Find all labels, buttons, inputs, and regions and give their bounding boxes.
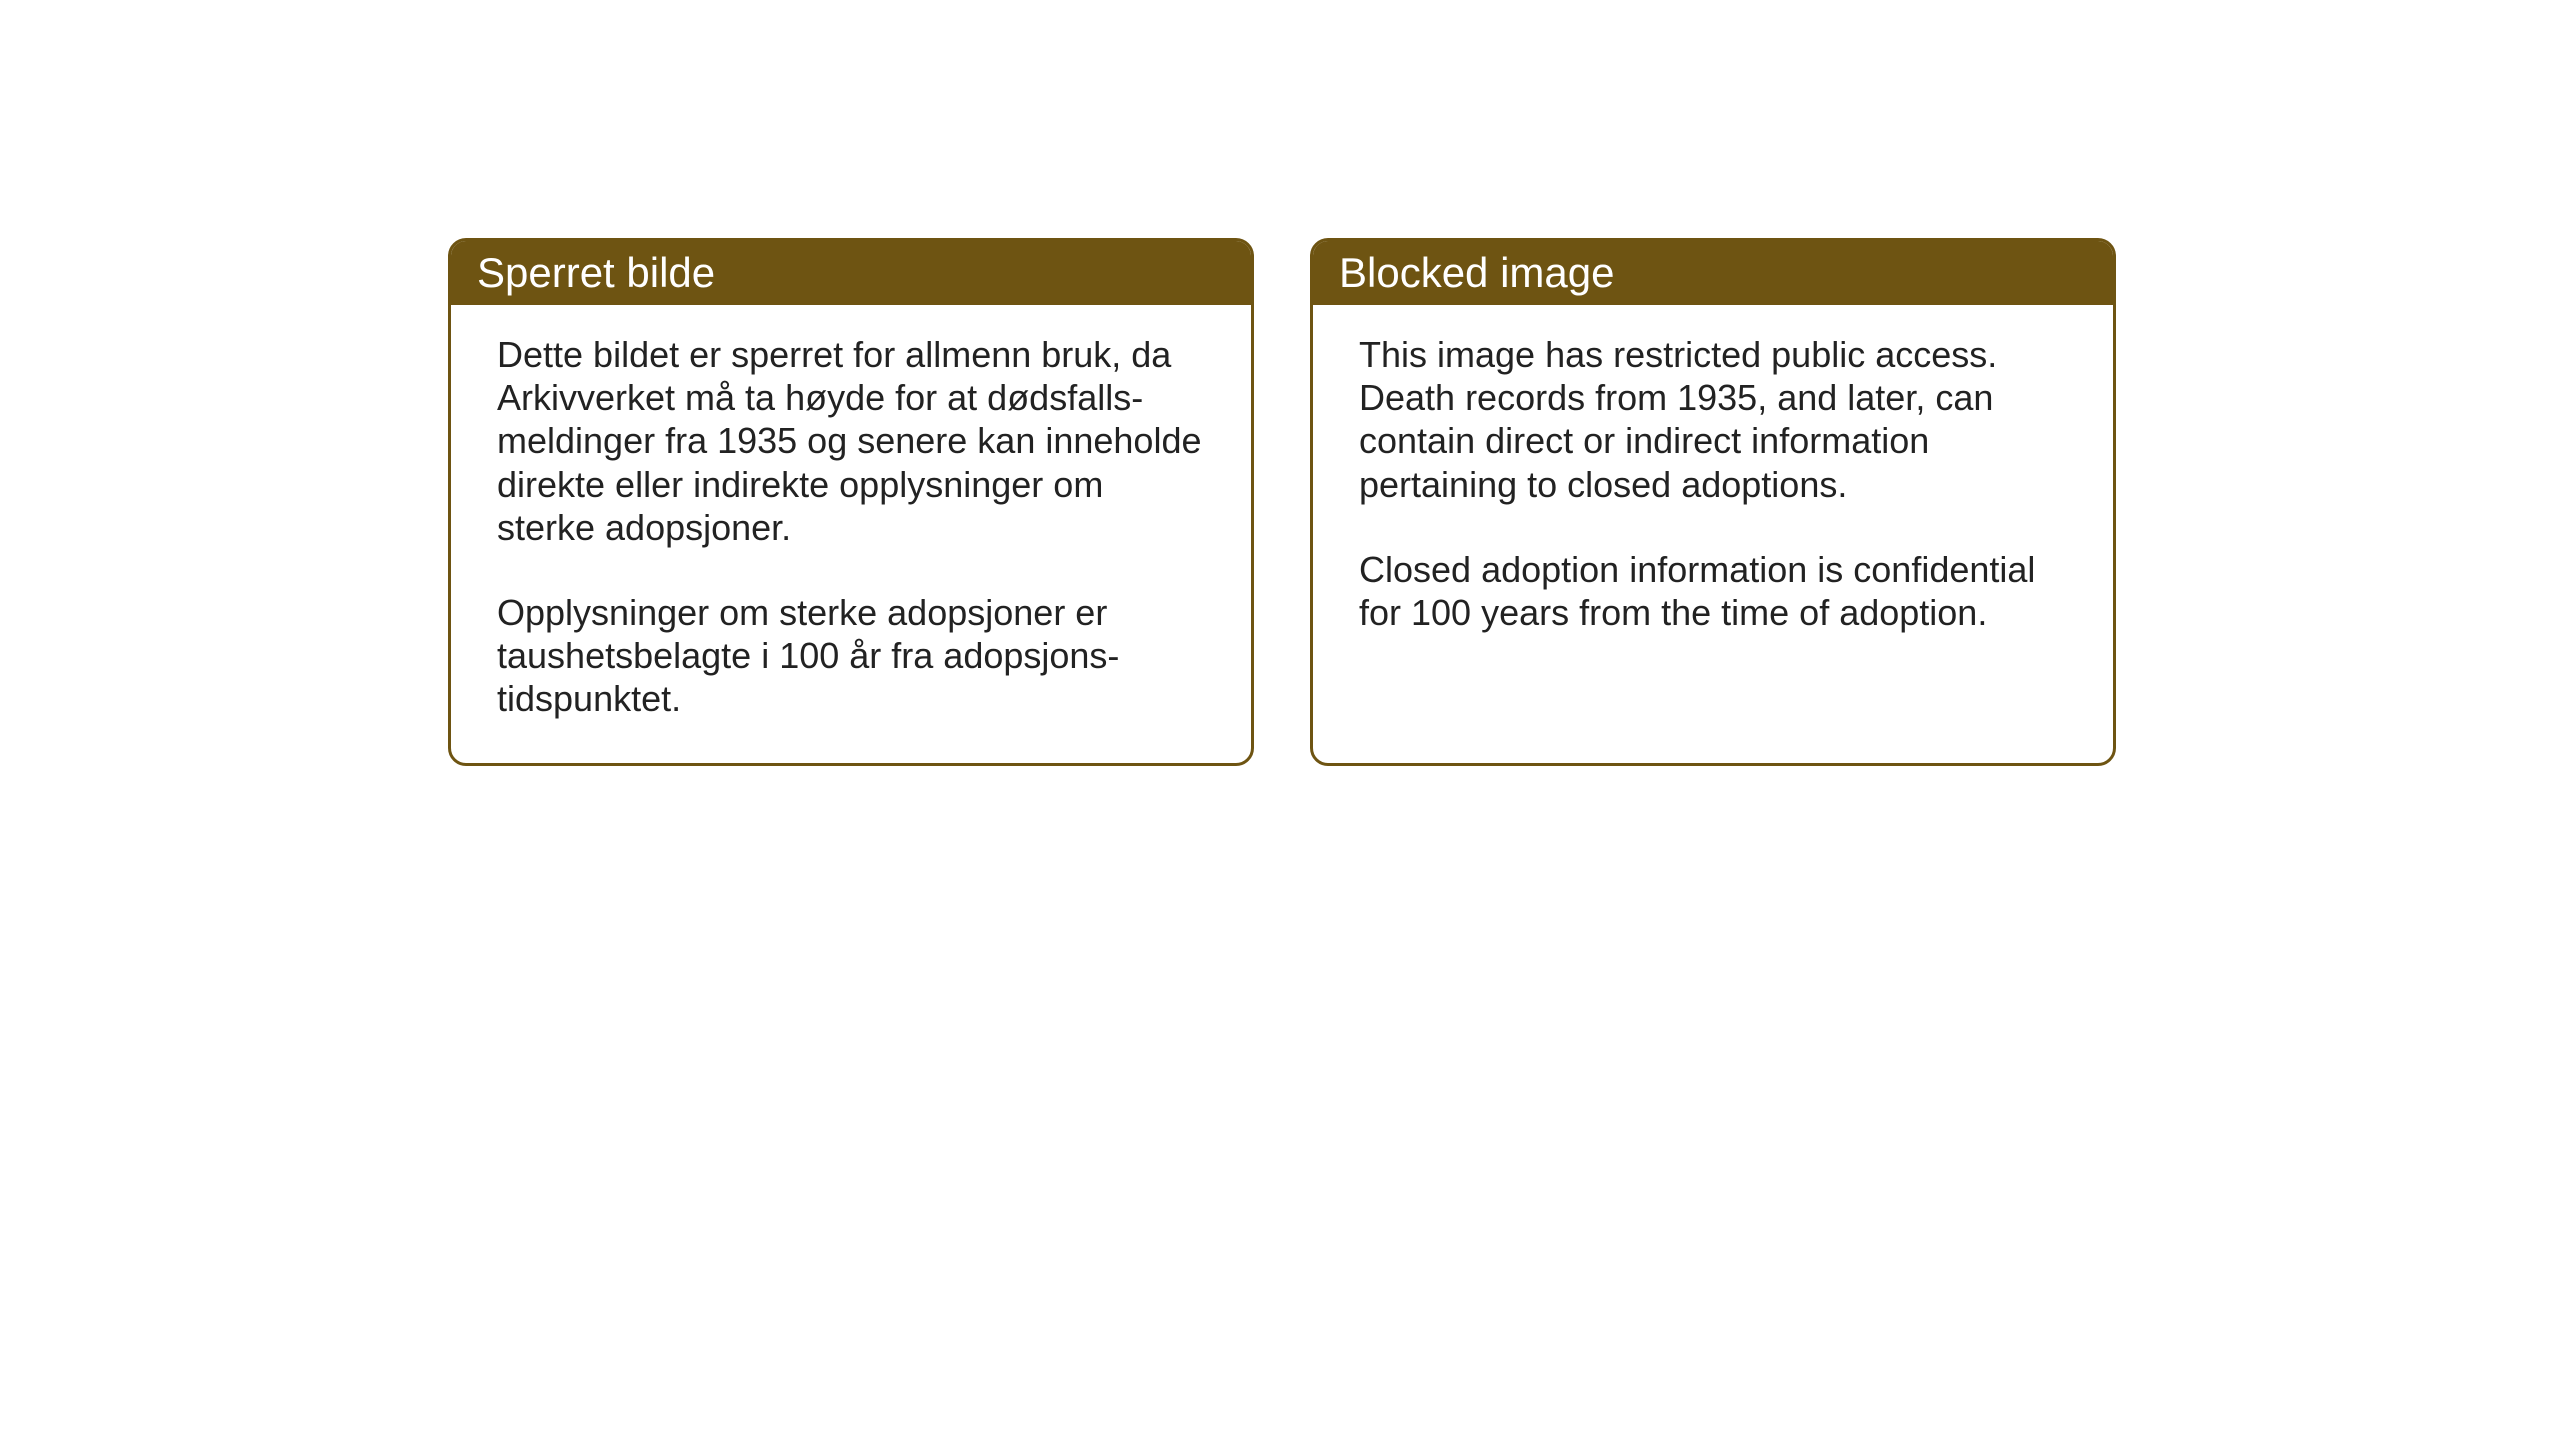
- card-body-norwegian: Dette bildet er sperret for allmenn bruk…: [451, 305, 1251, 763]
- paragraph-2-english: Closed adoption information is confident…: [1359, 548, 2067, 634]
- card-english: Blocked image This image has restricted …: [1310, 238, 2116, 766]
- paragraph-2-norwegian: Opplysninger om sterke adopsjoner er tau…: [497, 591, 1205, 721]
- cards-container: Sperret bilde Dette bildet er sperret fo…: [448, 238, 2116, 766]
- card-norwegian: Sperret bilde Dette bildet er sperret fo…: [448, 238, 1254, 766]
- card-header-norwegian: Sperret bilde: [451, 241, 1251, 305]
- card-header-english: Blocked image: [1313, 241, 2113, 305]
- card-body-english: This image has restricted public access.…: [1313, 305, 2113, 676]
- paragraph-1-english: This image has restricted public access.…: [1359, 333, 2067, 506]
- paragraph-1-norwegian: Dette bildet er sperret for allmenn bruk…: [497, 333, 1205, 549]
